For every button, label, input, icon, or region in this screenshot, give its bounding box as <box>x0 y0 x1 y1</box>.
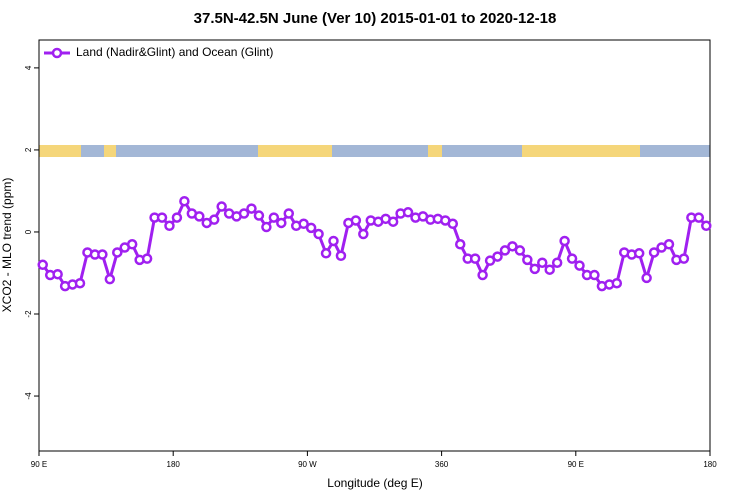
point <box>298 218 309 230</box>
point <box>693 212 705 223</box>
point <box>663 239 675 250</box>
point <box>216 201 227 212</box>
point <box>97 249 108 260</box>
point <box>52 268 63 280</box>
land-strip <box>428 145 442 157</box>
point <box>499 245 511 256</box>
point <box>477 269 488 281</box>
y-axis-label: XCO2 - MLO trend (ppm) <box>0 178 14 313</box>
point <box>447 218 459 230</box>
point <box>104 273 116 285</box>
point <box>313 228 324 240</box>
point <box>156 212 168 223</box>
x-tick-label: 90 W <box>298 460 317 469</box>
point <box>529 263 541 275</box>
point <box>469 253 481 264</box>
point <box>358 228 369 240</box>
legend-marker <box>51 47 63 59</box>
y-tick-label: 4 <box>24 65 33 70</box>
y-tick-label: -2 <box>24 310 33 318</box>
chart-title: 37.5N-42.5N June (Ver 10) 2015-01-01 to … <box>194 10 557 27</box>
point <box>544 264 555 275</box>
y-tick-label: -4 <box>24 392 33 400</box>
point <box>387 216 399 227</box>
point <box>246 203 257 214</box>
point <box>37 259 48 271</box>
x-tick-label: 90 E <box>568 460 584 469</box>
point <box>283 208 295 219</box>
point <box>179 195 190 207</box>
x-axis-label: Longitude (deg E) <box>327 476 422 490</box>
point <box>328 235 339 247</box>
land-strip <box>522 145 640 157</box>
point <box>574 260 585 271</box>
land-strip <box>104 145 116 157</box>
point <box>126 239 138 250</box>
point <box>261 221 272 233</box>
point <box>559 235 570 247</box>
point <box>641 272 652 284</box>
point <box>492 251 503 262</box>
point <box>522 254 533 266</box>
y-tick-label: 2 <box>24 147 33 152</box>
point <box>551 257 563 268</box>
point <box>402 207 414 218</box>
point <box>164 220 175 232</box>
point <box>514 245 526 256</box>
point <box>537 257 548 268</box>
legend-label: Land (Nadir&Glint) and Ocean (Glint) <box>76 45 273 59</box>
land-ocean-strip <box>39 145 710 157</box>
point <box>648 247 660 258</box>
point <box>276 217 287 229</box>
point <box>171 212 183 223</box>
point <box>701 220 712 232</box>
point <box>589 269 600 281</box>
point <box>268 212 280 223</box>
point <box>484 255 496 266</box>
point <box>566 253 578 264</box>
point <box>305 222 317 234</box>
land-strip <box>39 145 81 157</box>
y-tick-label: 0 <box>24 229 33 234</box>
point <box>194 211 205 222</box>
land-strip <box>258 145 332 157</box>
series-line <box>41 197 708 288</box>
point <box>633 248 645 259</box>
point <box>238 208 250 219</box>
point <box>678 253 690 264</box>
point <box>320 248 332 259</box>
point <box>335 250 347 262</box>
x-tick-label: 180 <box>167 460 181 469</box>
plot-frame <box>38 39 711 452</box>
x-tick-label: 360 <box>435 460 449 469</box>
point <box>350 215 362 226</box>
point <box>141 253 153 264</box>
x-tick-label: 180 <box>703 460 717 469</box>
x-tick-label: 90 E <box>31 460 47 469</box>
point <box>611 277 623 289</box>
point <box>507 241 518 252</box>
point <box>74 277 86 289</box>
point <box>253 210 265 221</box>
point <box>454 239 466 250</box>
point <box>208 214 220 225</box>
point <box>112 247 123 258</box>
